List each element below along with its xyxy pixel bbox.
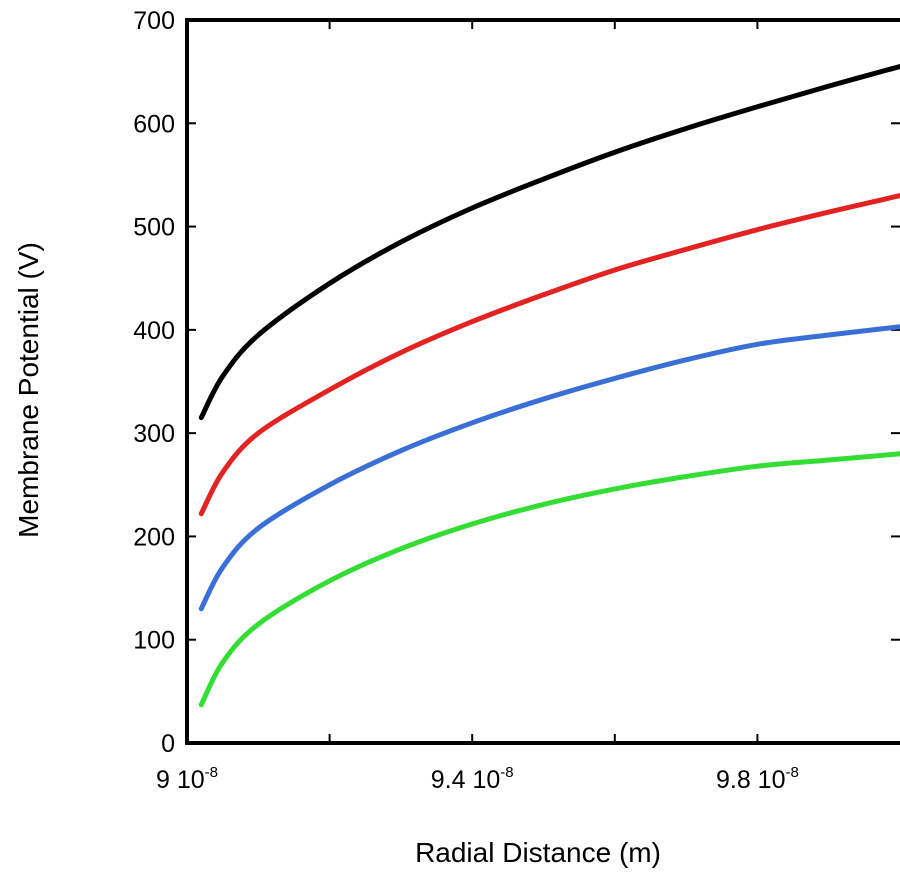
series-line-4: [198, 451, 900, 708]
series-line-3: [198, 324, 900, 612]
series-line-2: [198, 193, 900, 517]
y-tick-label: 500: [133, 214, 175, 242]
series-line-1: [198, 63, 900, 421]
x-tick-label: 9.4 10-8: [431, 764, 514, 794]
y-tick-label: 0: [161, 730, 175, 758]
y-tick-label: 700: [133, 7, 175, 35]
x-tick-label: 9 10-8: [156, 764, 218, 794]
x-axis-title: Radial Distance (m): [415, 837, 661, 868]
y-tick-label: 300: [133, 420, 175, 448]
y-tick-label: 100: [133, 627, 175, 655]
y-tick-label: 400: [133, 317, 175, 345]
y-axis-title: Membrane Potential (V): [13, 242, 44, 538]
y-tick-label: 600: [133, 110, 175, 138]
y-tick-label: 200: [133, 523, 175, 551]
x-tick-label: 9.8 10-8: [716, 764, 799, 794]
